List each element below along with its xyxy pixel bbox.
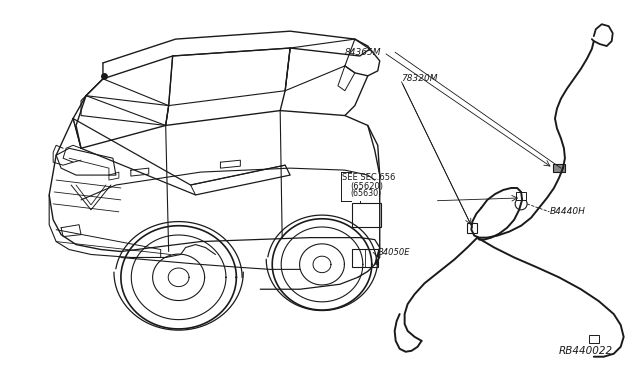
Text: B4440H: B4440H: [549, 207, 585, 217]
Text: 78320M: 78320M: [401, 74, 438, 83]
Circle shape: [515, 198, 527, 210]
FancyBboxPatch shape: [553, 164, 565, 172]
Text: B4050E: B4050E: [378, 248, 410, 257]
Text: (65630): (65630): [351, 189, 382, 198]
Text: SEE SEC.656: SEE SEC.656: [342, 173, 396, 182]
Bar: [467, 223, 477, 232]
Bar: [589, 335, 599, 343]
Bar: [352, 249, 378, 267]
Bar: [516, 192, 526, 200]
Bar: [352, 203, 381, 227]
Text: RB440022: RB440022: [559, 346, 613, 356]
Text: 84365M: 84365M: [344, 48, 381, 57]
Text: (65620): (65620): [351, 182, 383, 190]
